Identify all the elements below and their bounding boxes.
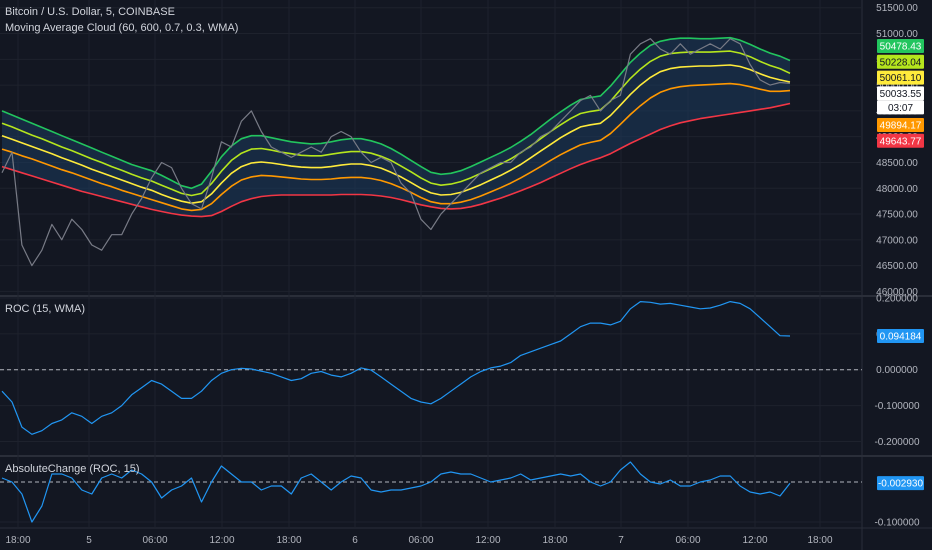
price-tick-label: -0.200000 xyxy=(874,437,919,448)
price-tick-label: 46000.00 xyxy=(876,287,918,298)
price-tick-label: 51000.00 xyxy=(876,29,918,40)
last-value-tag-background xyxy=(877,54,924,69)
price-tick-label: 0.200000 xyxy=(876,294,918,305)
price-series-line xyxy=(1,38,791,267)
last-value-tag-label: 49643.77 xyxy=(880,136,922,147)
time-tick-label: 12:00 xyxy=(475,535,500,546)
time-tick-label: 18:00 xyxy=(807,535,832,546)
time-tick-label: 06:00 xyxy=(408,535,433,546)
last-value-tag: 50061.10 xyxy=(877,70,924,85)
ma-series-line xyxy=(1,64,791,204)
time-tag-background xyxy=(877,100,924,115)
last-value-tag-background xyxy=(877,86,924,101)
ma-cloud-fill xyxy=(2,37,790,217)
price-tick-label: 46500.00 xyxy=(876,261,918,272)
last-value-tag: 49643.77 xyxy=(877,133,924,148)
price-tick-label: 0.000000 xyxy=(876,365,918,376)
last-value-tag-background xyxy=(877,328,924,343)
price-tick-label: 50000.00 xyxy=(876,81,918,92)
main-chart-title: Bitcoin / U.S. Dollar, 5, COINBASE xyxy=(5,6,175,18)
last-value-tag-label: 50033.55 xyxy=(880,89,922,100)
last-value-tag: 50033.55 03:07 xyxy=(877,86,924,115)
price-tick-label: 47500.00 xyxy=(876,210,918,221)
time-tick-label: 18:00 xyxy=(542,535,567,546)
price-tick-label: -0.100000 xyxy=(874,401,919,412)
last-value-tag: -0.002930 xyxy=(877,476,924,491)
time-tick-label: 06:00 xyxy=(142,535,167,546)
ma-series-line xyxy=(1,102,791,218)
ma-series-line xyxy=(1,50,791,197)
time-tag-label: 03:07 xyxy=(888,103,913,114)
time-tick-label: 12:00 xyxy=(209,535,234,546)
ma-series-line xyxy=(1,36,791,190)
time-tick-label: 5 xyxy=(86,535,92,546)
time-tick-label: 18:00 xyxy=(5,535,30,546)
price-tick-label: 51500.00 xyxy=(876,3,918,14)
time-tick-label: 06:00 xyxy=(675,535,700,546)
last-value-tag-label: 50478.43 xyxy=(880,42,922,53)
last-value-tag: 49894.17 xyxy=(877,118,924,132)
last-value-tag: 50228.04 xyxy=(877,54,924,69)
ma-series-line xyxy=(1,82,791,212)
last-value-tag-background xyxy=(877,70,924,85)
axis-layer: 18:00 5 06:00 12:00 18:00 6 06:00 12:00 18:00 7 06… xyxy=(5,3,924,546)
last-value-tag-label: -0.002930 xyxy=(878,479,923,490)
plot-layer xyxy=(0,36,862,523)
time-tick-label: 12:00 xyxy=(742,535,767,546)
last-value-tag: 0.094184 xyxy=(877,328,924,343)
last-value-tag-background xyxy=(877,39,924,53)
price-tick-label: -0.100000 xyxy=(874,518,919,529)
abs-change-pane-title: AbsoluteChange (ROC, 15) xyxy=(5,463,140,475)
price-tick-label: 48500.00 xyxy=(876,158,918,169)
indicator-series-line xyxy=(1,301,791,435)
last-value-tag-label: 0.094184 xyxy=(880,331,922,342)
price-tick-label: 47000.00 xyxy=(876,235,918,246)
time-tick-label: 7 xyxy=(618,535,624,546)
roc-pane-title: ROC (15, WMA) xyxy=(5,303,85,315)
last-value-tag-label: 49894.17 xyxy=(880,121,922,132)
indicator-series-line xyxy=(1,461,791,523)
last-value-tag-background xyxy=(877,118,924,132)
main-chart-subtitle: Moving Average Cloud (60, 600, 0.7, 0.3,… xyxy=(5,22,238,34)
time-tick-label: 18:00 xyxy=(276,535,301,546)
last-value-tag: 50478.43 xyxy=(877,39,924,53)
price-tick-label: 48000.00 xyxy=(876,184,918,195)
time-tick-label: 6 xyxy=(352,535,358,546)
last-value-tag-label: 50228.04 xyxy=(880,57,922,68)
last-value-tag-background xyxy=(877,133,924,148)
last-value-tag-background xyxy=(877,476,924,491)
last-value-tag-label: 50061.10 xyxy=(880,73,922,84)
